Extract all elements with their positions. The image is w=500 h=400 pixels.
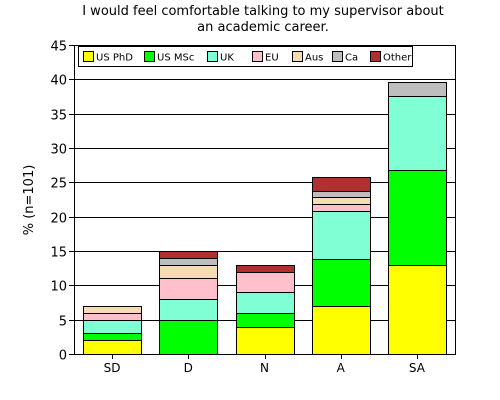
y-tick-label: 15 <box>50 246 67 261</box>
bar-segment-a-ca <box>312 191 371 198</box>
bar-segment-sa-uk <box>388 96 447 171</box>
y-tick-label: 10 <box>50 280 67 295</box>
bar-segment-d-eu <box>159 278 218 300</box>
y-tick-label: 35 <box>50 109 67 124</box>
bar-segment-a-other <box>312 177 371 192</box>
bar-segment-a-uk <box>312 211 371 260</box>
chart-title-line-1: I would feel comfortable talking to my s… <box>82 4 444 19</box>
y-tick-label: 40 <box>50 74 67 89</box>
bar-segment-sd-uk <box>83 320 142 334</box>
y-tick-label: 20 <box>50 212 67 227</box>
x-tick-label-sa: SA <box>409 361 426 375</box>
legend-swatch-aus <box>292 51 303 62</box>
bar-segment-d-aus <box>159 265 218 279</box>
bar-segment-n-us-phd <box>236 327 295 355</box>
bar-segment-a-us-phd <box>312 306 371 355</box>
bar-segment-n-us-msc <box>236 313 295 328</box>
x-tick-label-n: N <box>260 361 269 375</box>
bars <box>83 82 447 355</box>
x-tick-labels: SD D N A SA <box>104 361 426 375</box>
legend-label-eu: EU <box>265 53 279 64</box>
plot-frame <box>74 45 456 355</box>
legend-label-us-msc: US MSc <box>157 53 194 64</box>
y-axis-label: % (n=101) <box>22 165 37 236</box>
legend-label-other: Other <box>383 53 412 64</box>
bar-segment-d-ca <box>159 258 218 266</box>
x-tick-label-d: D <box>184 361 193 375</box>
legend-swatch-us-phd <box>83 51 94 62</box>
bar-segment-sd-us-msc <box>83 333 142 341</box>
bar-segment-sd-eu <box>83 313 142 321</box>
legend-swatch-us-msc <box>144 51 155 62</box>
bar-segment-n-other <box>236 265 295 273</box>
y-tick-label: 30 <box>50 143 67 158</box>
bar-segment-a-eu <box>312 204 371 212</box>
bar-segment-sd-aus <box>83 306 142 314</box>
legend-swatch-uk <box>207 51 218 62</box>
legend-label-uk: UK <box>220 53 234 64</box>
bar-segment-sa-us-phd <box>388 265 447 355</box>
axes <box>69 45 456 359</box>
legend-swatch-other <box>370 51 381 62</box>
legend-swatch-ca <box>332 51 343 62</box>
bar-segment-sd-us-phd <box>83 340 142 355</box>
bar-segment-d-uk <box>159 299 218 321</box>
legend-box <box>78 46 413 67</box>
bar-segment-sa-us-msc <box>388 170 447 266</box>
legend-label-ca: Ca <box>345 53 358 64</box>
bar-segment-a-aus <box>312 197 371 205</box>
y-tick-label: 0 <box>59 349 67 364</box>
legend-swatch-eu <box>252 51 263 62</box>
bar-segment-d-us-msc <box>159 320 218 355</box>
bar-segment-d-other <box>159 251 218 259</box>
legend-label-us-phd: US PhD <box>96 53 133 64</box>
y-tick-label: 25 <box>50 177 67 192</box>
y-tick-labels: 0 5 10 15 20 25 30 35 40 45 <box>50 40 67 364</box>
y-tick-label: 45 <box>50 40 67 55</box>
chart-title-line-2: an academic career. <box>197 20 329 35</box>
y-tick-label: 5 <box>59 315 67 330</box>
legend: US PhD US MSc UK EU Aus Ca Other <box>78 46 413 67</box>
bar-segment-n-uk <box>236 292 295 314</box>
bar-segment-a-us-msc <box>312 259 371 307</box>
legend-label-aus: Aus <box>305 53 323 64</box>
x-tick-label-sd: SD <box>104 361 121 375</box>
x-tick-label-a: A <box>337 361 346 375</box>
bar-segment-sa-ca <box>388 82 447 97</box>
bar-segment-n-eu <box>236 272 295 293</box>
